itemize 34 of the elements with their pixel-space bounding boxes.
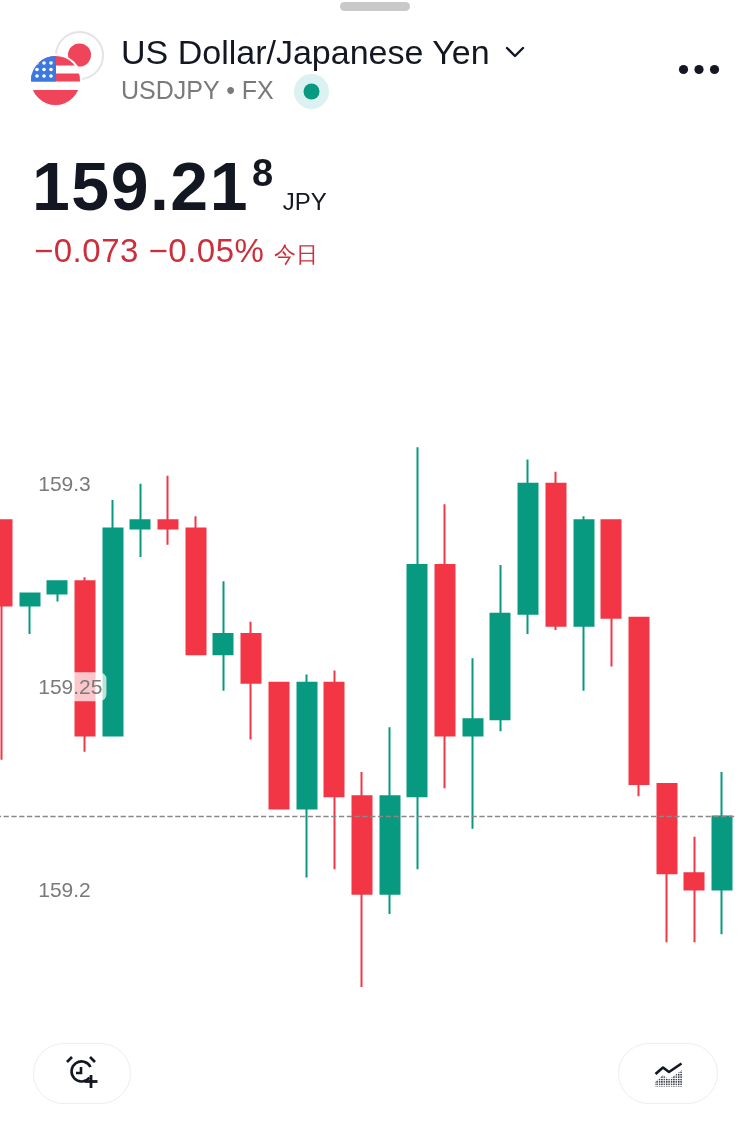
- candlestick: [545, 470, 567, 631]
- y-tick-label: 159.2: [38, 877, 91, 901]
- text: USDJPY • FX: [121, 75, 274, 104]
- annotation: 今日: [274, 241, 319, 267]
- candlestick: [212, 580, 234, 692]
- candlestick: [683, 835, 705, 944]
- candlestick: [323, 669, 345, 871]
- candlestick: [268, 681, 290, 810]
- y-tick-label: 159.3: [38, 472, 91, 496]
- candlestick: [656, 782, 678, 944]
- candlestick: [711, 770, 733, 936]
- candlestick: [129, 482, 151, 558]
- text: US Dollar/Japanese Yen: [121, 32, 490, 71]
- candlestick: [379, 726, 401, 915]
- annotation: −0.073 −0.05%: [34, 231, 265, 269]
- annotation: JPY: [282, 188, 327, 216]
- candlestick: [185, 515, 207, 656]
- candlestick: [406, 446, 428, 871]
- y-tick-label: 159.25: [38, 675, 103, 699]
- candlestick: [628, 616, 650, 798]
- candlestick: [517, 458, 539, 635]
- candlestick: [19, 592, 41, 635]
- candlestick: [600, 519, 622, 668]
- candlestick: [240, 620, 262, 741]
- annotation: 159.21$^{8}$: [32, 148, 275, 225]
- candlestick: [573, 515, 595, 692]
- candlestick: [462, 657, 484, 830]
- candlestick: [489, 563, 511, 733]
- candlestick: [157, 474, 179, 546]
- candlestick: [434, 503, 456, 790]
- candlestick: [296, 673, 318, 879]
- candlestick: [46, 580, 68, 603]
- candlestick: [351, 770, 373, 988]
- candlestick: [102, 498, 124, 737]
